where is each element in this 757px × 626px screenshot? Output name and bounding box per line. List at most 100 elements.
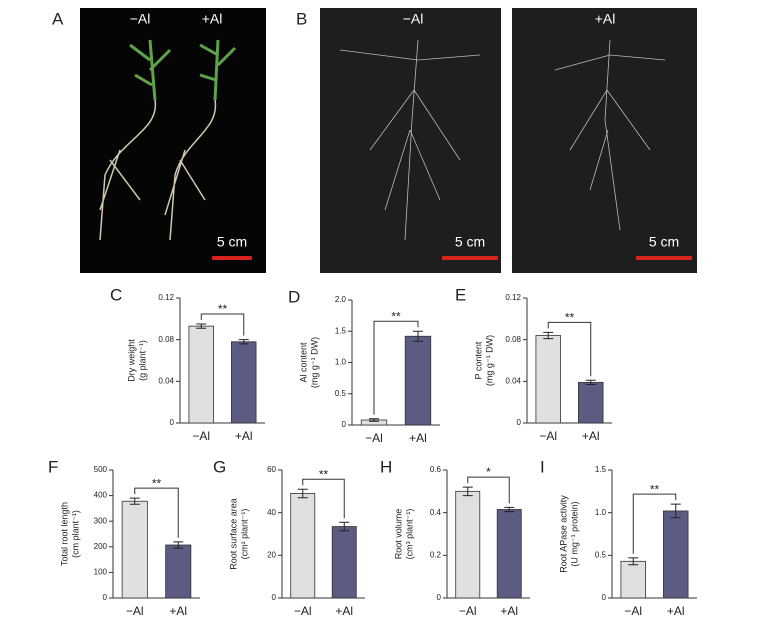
significance-label: ** — [319, 467, 329, 481]
x-tick-label: +Al — [582, 429, 600, 443]
y-axis-label: Root surface area — [228, 498, 238, 570]
panel-label: D — [288, 287, 300, 306]
y-tick-label: 300 — [94, 516, 108, 525]
y-axis-label: (U mg⁻¹ protein) — [569, 501, 579, 566]
y-axis-label: Al content — [298, 342, 308, 383]
error-bar — [504, 506, 515, 513]
error-bar — [585, 379, 596, 385]
y-tick-label: 0 — [272, 593, 277, 602]
y-tick-label: 0.08 — [158, 335, 174, 344]
x-tick-label: +Al — [667, 604, 685, 618]
y-tick-label: 0.5 — [595, 550, 607, 559]
y-tick-label: 0 — [437, 593, 442, 602]
significance-label: ** — [152, 476, 162, 490]
scale-label: 5 cm — [649, 234, 679, 250]
root-sketch — [339, 39, 666, 241]
bar — [121, 500, 148, 599]
panel-label: E — [455, 285, 466, 304]
x-tick-label: +Al — [335, 604, 353, 618]
y-tick-label: 0.08 — [505, 335, 521, 344]
y-tick-label: 200 — [94, 542, 108, 551]
y-tick-label: 0 — [170, 418, 175, 427]
y-tick-label: 500 — [94, 465, 108, 474]
scale-bar — [636, 256, 692, 260]
bar — [578, 381, 604, 424]
y-tick-label: 0.2 — [430, 550, 442, 559]
significance-label: ** — [565, 311, 575, 325]
caption: +Al — [595, 11, 616, 27]
caption: −Al — [403, 11, 424, 27]
significance-bracket — [134, 487, 179, 538]
caption: +Al — [202, 11, 223, 27]
y-axis-label: Root APase activity — [558, 495, 568, 573]
error-bar — [543, 331, 554, 340]
x-tick-label: +Al — [500, 604, 518, 618]
scale-label: 5 cm — [455, 234, 485, 250]
y-tick-label: 2.0 — [335, 295, 347, 304]
scale-bar — [442, 256, 498, 260]
bar — [620, 560, 646, 599]
error-bar — [238, 339, 249, 345]
scale-bar — [212, 256, 252, 260]
shoot-sketch — [129, 39, 237, 101]
scale-label: 5 cm — [217, 234, 247, 250]
bar — [188, 325, 214, 424]
y-axis-label: P content — [473, 341, 483, 379]
y-tick-label: 0.5 — [335, 389, 347, 398]
bar — [404, 335, 432, 426]
y-axis-label: (cm plant⁻¹) — [70, 510, 80, 558]
y-tick-label: 40 — [267, 508, 276, 517]
bar — [496, 509, 522, 599]
x-tick-label: +Al — [169, 604, 187, 618]
error-bar — [670, 503, 681, 519]
panel-label: C — [110, 285, 122, 304]
y-tick-label: 0.04 — [505, 376, 521, 385]
y-tick-label: 0 — [103, 593, 108, 602]
x-tick-label: −Al — [365, 431, 383, 445]
y-tick-label: 0 — [517, 418, 522, 427]
x-tick-label: −Al — [126, 604, 144, 618]
y-axis-label: (g plant⁻¹) — [137, 340, 147, 381]
y-tick-label: 1.5 — [335, 326, 347, 335]
y-axis-label: Root volume — [393, 509, 403, 560]
y-tick-label: 1.0 — [595, 508, 607, 517]
bar — [663, 510, 689, 599]
x-tick-label: +Al — [409, 431, 427, 445]
bar — [455, 490, 481, 599]
panel-label: A — [52, 9, 64, 28]
y-tick-label: 1.5 — [595, 465, 607, 474]
y-tick-label: 0.04 — [158, 376, 174, 385]
y-tick-label: 0.12 — [505, 293, 521, 302]
y-tick-label: 0.12 — [158, 293, 174, 302]
error-bar — [173, 541, 184, 549]
significance-label: ** — [218, 302, 228, 316]
significance-bracket — [302, 478, 345, 519]
significance-bracket — [632, 493, 677, 554]
significance-bracket — [200, 313, 245, 336]
y-axis-label: (mg g⁻¹ DW) — [484, 335, 494, 386]
error-bar — [628, 557, 639, 566]
y-axis-label: Dry weight — [126, 339, 136, 382]
significance-bracket — [373, 320, 419, 415]
y-axis-label: (cm³ plant⁻¹) — [404, 509, 414, 560]
error-bar — [297, 488, 308, 499]
x-tick-label: +Al — [235, 429, 253, 443]
significance-label: * — [486, 465, 491, 479]
y-tick-label: 0.4 — [430, 508, 442, 517]
photo — [80, 8, 266, 273]
y-tick-label: 400 — [94, 491, 108, 500]
y-tick-label: 0 — [342, 420, 347, 429]
x-tick-label: −Al — [459, 604, 477, 618]
bar — [290, 493, 316, 599]
bar — [331, 526, 357, 599]
bar — [231, 341, 257, 424]
bar — [535, 335, 561, 424]
error-bar — [129, 497, 140, 505]
panel-label: F — [48, 457, 58, 476]
panel-label: H — [380, 457, 392, 476]
y-tick-label: 0.6 — [430, 465, 442, 474]
significance-label: ** — [391, 309, 401, 323]
panel-label: I — [540, 457, 545, 476]
error-bar — [369, 418, 379, 422]
